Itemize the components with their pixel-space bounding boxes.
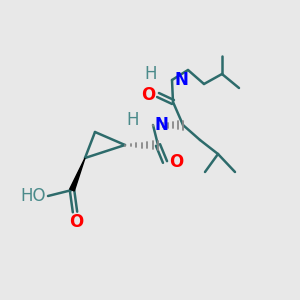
Text: H: H [145, 65, 157, 83]
Text: O: O [69, 213, 83, 231]
Text: H: H [127, 111, 139, 129]
Polygon shape [70, 158, 85, 191]
Text: O: O [169, 153, 183, 171]
Text: N: N [155, 116, 169, 134]
Text: N: N [174, 71, 188, 89]
Text: O: O [141, 86, 155, 104]
Text: HO: HO [20, 187, 46, 205]
